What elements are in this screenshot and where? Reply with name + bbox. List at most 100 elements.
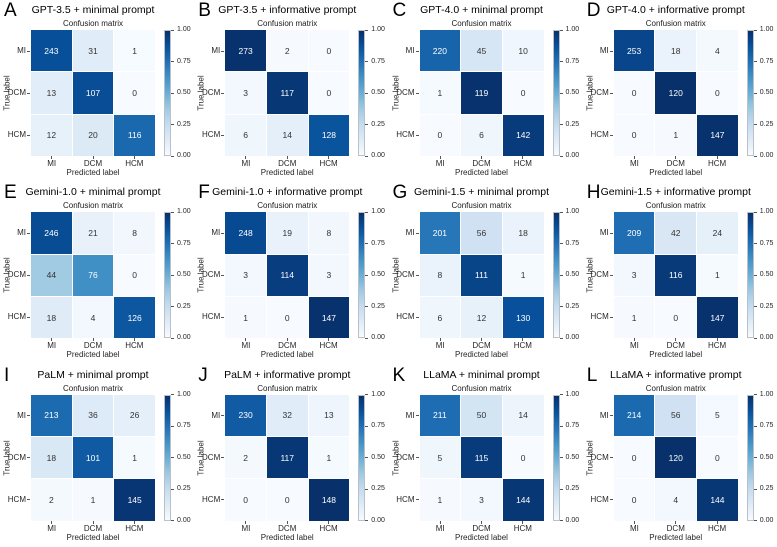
matrix-cell: 142 <box>502 114 544 156</box>
colorbar-tick-label: 0.75 <box>565 239 580 247</box>
y-tick-label: DCM <box>7 452 26 462</box>
colorbar-tick-mark <box>753 211 757 213</box>
x-axis-title: Predicted label <box>649 532 703 542</box>
y-tick-label: DCM <box>202 88 221 97</box>
confusion-matrix-panel: C GPT-4.0 + minimal prompt Confusion mat… <box>389 0 583 182</box>
colorbar-tick-mark <box>171 394 174 396</box>
colorbar-tick-label: 1.00 <box>371 26 385 33</box>
matrix-cell: 0 <box>266 479 308 521</box>
y-tick-mark <box>221 316 225 318</box>
y-tick-label: DCM <box>7 88 26 97</box>
x-tick-mark <box>481 338 482 342</box>
panel-title: Gemini-1.0 + minimal prompt <box>25 186 161 199</box>
y-tick-label: MI <box>599 228 609 238</box>
y-tick-label: MI <box>405 410 415 420</box>
matrix-cell: 0 <box>502 436 544 479</box>
y-tick-mark <box>609 134 613 136</box>
colorbar-tick-mark <box>559 124 563 125</box>
matrix-cell: 1 <box>225 296 266 339</box>
x-tick-mark <box>286 338 288 342</box>
matrix-cell: 0 <box>697 436 738 479</box>
x-axis-title: Predicted label <box>260 168 314 177</box>
colorbar-tick-label: 0.25 <box>759 302 774 310</box>
matrix-cell: 1 <box>613 296 655 339</box>
colorbar-tick-mark <box>171 337 174 339</box>
y-tick-mark <box>609 92 613 94</box>
colorbar-tick-label: 0.50 <box>565 453 580 461</box>
colorbar-tick-label: 1.00 <box>759 26 774 33</box>
colorbar-tick-mark <box>365 29 369 31</box>
matrix-heatmap: 220 45 10 1 119 0 0 6 142 <box>419 30 544 156</box>
colorbar-tick-label: 0.25 <box>565 302 580 310</box>
confusion-matrix-subtitle: Confusion matrix <box>451 201 512 211</box>
y-tick-mark <box>27 92 30 94</box>
x-tick-mark <box>439 338 441 342</box>
matrix-cell: 0 <box>613 479 655 521</box>
colorbar-tick-label: 0.50 <box>177 271 191 279</box>
x-tick-label: DCM <box>278 523 297 533</box>
matrix-cell: 45 <box>461 30 502 72</box>
colorbar-tick-label: 0.00 <box>565 152 580 159</box>
matrix-cell: 253 <box>613 30 655 72</box>
x-tick-mark <box>92 338 94 342</box>
matrix-cell: 13 <box>308 394 350 436</box>
y-tick-label: DCM <box>396 452 415 462</box>
matrix-cell: 0 <box>308 72 350 114</box>
matrix-cell: 111 <box>461 254 502 296</box>
colorbar-tick-mark <box>365 211 369 213</box>
matrix-cell: 213 <box>31 394 72 436</box>
matrix-heatmap: 253 18 4 0 120 0 0 1 147 <box>613 30 738 156</box>
matrix-cell: 12 <box>461 296 502 339</box>
colorbar-tick-mark <box>559 394 563 396</box>
y-tick-mark <box>609 415 613 417</box>
x-tick-label: HCM <box>513 523 532 533</box>
x-tick-mark <box>245 338 247 342</box>
colorbar-tick-mark <box>365 394 369 396</box>
colorbar-tick-mark <box>753 243 757 245</box>
y-tick-mark <box>221 499 225 501</box>
x-tick-label: MI <box>629 159 639 168</box>
matrix-cell: 3 <box>613 254 655 296</box>
colorbar-tick-label: 0.75 <box>759 57 774 65</box>
confusion-matrix-panel: H Gemini-1.5 + informative prompt Confus… <box>583 182 777 364</box>
colorbar-tick-mark <box>171 425 174 427</box>
colorbar-tick-label: 1.00 <box>565 390 580 398</box>
y-tick-label: DCM <box>590 88 609 97</box>
colorbar <box>358 212 366 339</box>
y-tick-label: DCM <box>396 270 415 280</box>
matrix-cell: 2 <box>266 30 308 72</box>
colorbar-tick-label: 0.00 <box>759 334 774 342</box>
matrix-cell: 8 <box>114 212 155 254</box>
colorbar <box>164 394 171 521</box>
panel-title: LLaMA + minimal prompt <box>423 368 540 381</box>
panel-letter: J <box>198 364 208 386</box>
colorbar-tick-mark <box>171 520 174 522</box>
x-tick-mark <box>481 520 482 524</box>
colorbar-tick-label: 0.75 <box>371 57 385 65</box>
matrix-cell: 3 <box>225 72 266 114</box>
colorbar-tick-label: 0.00 <box>565 516 580 524</box>
colorbar-tick-mark <box>753 61 757 62</box>
colorbar-tick-label: 0.75 <box>759 239 774 247</box>
x-tick-mark <box>51 520 53 524</box>
matrix-heatmap: 214 56 5 0 120 0 0 4 144 <box>613 394 738 521</box>
colorbar-tick-label: 0.50 <box>759 453 774 461</box>
colorbar-tick-label: 0.00 <box>177 516 191 524</box>
matrix-cell: 3 <box>461 479 502 521</box>
y-tick-label: MI <box>211 228 221 238</box>
colorbar-tick-mark <box>559 155 563 157</box>
colorbar-tick-mark <box>365 274 369 276</box>
matrix-cell: 8 <box>308 212 350 254</box>
x-tick-label: MI <box>435 341 445 351</box>
matrix-cell: 6 <box>419 296 461 339</box>
colorbar-tick-label: 0.75 <box>565 57 580 65</box>
colorbar-tick-mark <box>365 337 369 339</box>
y-tick-label: MI <box>17 46 26 55</box>
x-tick-mark <box>633 520 635 524</box>
colorbar-tick-mark <box>753 337 757 339</box>
x-tick-label: DCM <box>666 341 685 351</box>
colorbar-tick-mark <box>753 488 757 490</box>
x-tick-mark <box>481 156 482 159</box>
y-tick-mark <box>415 274 419 276</box>
matrix-cell: 18 <box>655 30 697 72</box>
